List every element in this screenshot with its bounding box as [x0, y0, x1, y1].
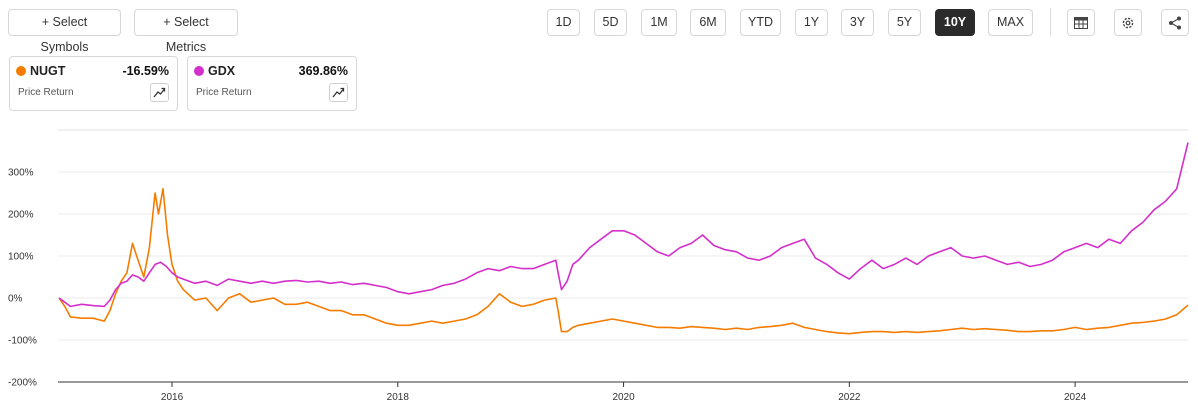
legend-card-gdx[interactable]: GDX 369.86% Price Return — [187, 56, 357, 111]
toolbar-divider — [1050, 8, 1051, 36]
settings-button[interactable] — [1114, 9, 1142, 36]
trend-arrow-icon — [153, 87, 166, 98]
y-tick-label: -200% — [8, 378, 37, 389]
y-tick-label: 300% — [8, 168, 34, 179]
x-tick-label: 2020 — [612, 392, 635, 403]
return-value: 369.86% — [298, 64, 348, 78]
x-tick-label: 2016 — [161, 392, 184, 403]
metric-label: Price Return — [18, 87, 74, 98]
x-tick-label: 2022 — [838, 392, 861, 403]
range-ytd-button[interactable]: YTD — [740, 9, 781, 36]
range-6m-button[interactable]: 6M — [690, 9, 726, 36]
range-3y-button[interactable]: 3Y — [841, 9, 874, 36]
series-color-dot — [194, 66, 204, 76]
share-icon — [1169, 16, 1181, 29]
metric-label: Price Return — [196, 87, 252, 98]
range-1m-button[interactable]: 1M — [641, 9, 677, 36]
y-tick-label: -100% — [8, 336, 37, 347]
y-tick-label: 0% — [8, 294, 23, 305]
select-symbols-button[interactable]: + Select Symbols — [8, 9, 121, 54]
symbol-label: NUGT — [30, 64, 66, 78]
trend-chart-button[interactable] — [150, 83, 169, 102]
y-tick-label: 100% — [8, 252, 34, 263]
table-icon — [1074, 16, 1088, 29]
range-max-button[interactable]: MAX — [988, 9, 1033, 36]
series-line-gdx — [58, 142, 1189, 308]
legend-card-nugt[interactable]: NUGT -16.59% Price Return — [9, 56, 178, 111]
range-1d-button[interactable]: 1D — [547, 9, 580, 36]
y-tick-label: 200% — [8, 210, 34, 221]
table-view-button[interactable] — [1067, 9, 1095, 36]
series-line-nugt — [58, 188, 1189, 335]
share-button[interactable] — [1161, 9, 1189, 36]
trend-arrow-icon — [332, 87, 345, 98]
range-1y-button[interactable]: 1Y — [795, 9, 828, 36]
symbol-label: GDX — [208, 64, 236, 78]
range-5y-button[interactable]: 5Y — [888, 9, 921, 36]
range-10y-button[interactable]: 10Y — [935, 9, 975, 36]
range-5d-button[interactable]: 5D — [594, 9, 627, 36]
x-tick-label: 2024 — [1064, 392, 1087, 403]
price-return-line-chart: -200% -100% 0% 100% 200% 300% 2016 2018 2020 2022… — [8, 129, 1189, 403]
settings-gear-icon — [1122, 17, 1134, 28]
select-metrics-button[interactable]: + Select Metrics — [134, 9, 238, 54]
series-color-dot — [16, 66, 26, 76]
return-value: -16.59% — [122, 64, 169, 78]
x-tick-label: 2018 — [387, 392, 410, 403]
trend-chart-button[interactable] — [329, 83, 348, 102]
